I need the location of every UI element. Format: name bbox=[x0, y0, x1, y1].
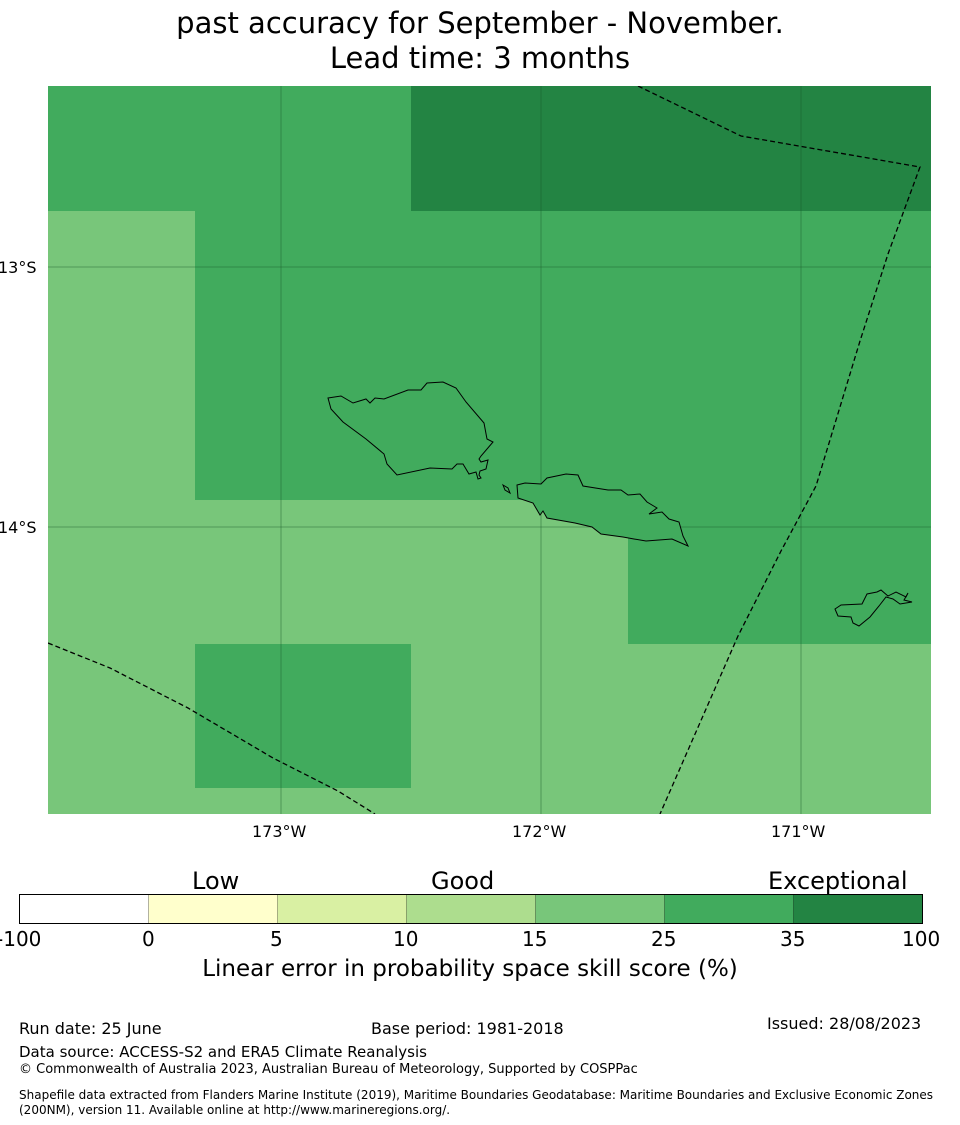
boundary-northeast bbox=[637, 86, 921, 814]
colorbar-bin-neg100-0 bbox=[19, 894, 149, 924]
tick-label-100: 100 bbox=[902, 927, 941, 951]
region-skill-35-100 bbox=[411, 86, 931, 211]
map-title-line2: Lead time: 3 months bbox=[329, 41, 631, 75]
tick-label-5: 5 bbox=[270, 927, 283, 951]
lat-label-13s: 13°S bbox=[0, 258, 37, 277]
boundary-southwest bbox=[48, 642, 376, 814]
tick-label-35: 35 bbox=[780, 927, 806, 951]
tick-label-0: 0 bbox=[142, 927, 155, 951]
maritime-boundaries bbox=[48, 86, 921, 814]
lat-label-14s: 14°S bbox=[0, 518, 37, 537]
tick-label-10: 10 bbox=[393, 927, 419, 951]
lon-label-173w: 173°W bbox=[252, 822, 307, 841]
island-upolu bbox=[516, 473, 690, 548]
region-skill-25-35-center bbox=[195, 211, 931, 500]
colorbar-label: Linear error in probability space skill … bbox=[202, 956, 738, 982]
legend-category-exceptional: Exceptional bbox=[768, 867, 908, 895]
tick-label-15: 15 bbox=[522, 927, 548, 951]
skill-map bbox=[48, 86, 931, 814]
shapefile-credit: Shapefile data extracted from Flanders M… bbox=[19, 1088, 934, 1117]
colorbar-bin-35-100 bbox=[793, 894, 923, 924]
lon-label-172w: 172°W bbox=[512, 822, 567, 841]
coastlines bbox=[327, 381, 913, 627]
data-source: Data source: ACCESS-S2 and ERA5 Climate … bbox=[19, 1043, 427, 1061]
copyright: © Commonwealth of Australia 2023, Austra… bbox=[19, 1062, 638, 1077]
colorbar bbox=[19, 894, 923, 924]
colorbar-bin-15-25 bbox=[535, 894, 665, 924]
tick-label-25: 25 bbox=[651, 927, 677, 951]
tick-label-neg100: -100 bbox=[0, 927, 42, 951]
issued-date: Issued: 28/08/2023 bbox=[767, 1014, 922, 1033]
gridlines bbox=[48, 86, 931, 814]
legend-category-good: Good bbox=[431, 867, 495, 895]
colorbar-bin-10-15 bbox=[406, 894, 536, 924]
islet-manono bbox=[501, 483, 512, 495]
region-skill-25-35-southwest bbox=[195, 644, 411, 788]
lon-label-171w: 171°W bbox=[771, 822, 826, 841]
map-title-line1: past accuracy for September - November. bbox=[176, 6, 784, 40]
base-period: Base period: 1981-2018 bbox=[371, 1019, 564, 1038]
run-date: Run date: 25 June bbox=[19, 1019, 162, 1038]
legend-category-low: Low bbox=[192, 867, 240, 895]
colorbar-bin-25-35 bbox=[664, 894, 794, 924]
colorbar-bin-0-5 bbox=[148, 894, 278, 924]
island-tutuila bbox=[834, 589, 913, 627]
colorbar-bin-5-10 bbox=[277, 894, 407, 924]
island-savaii bbox=[327, 381, 494, 480]
